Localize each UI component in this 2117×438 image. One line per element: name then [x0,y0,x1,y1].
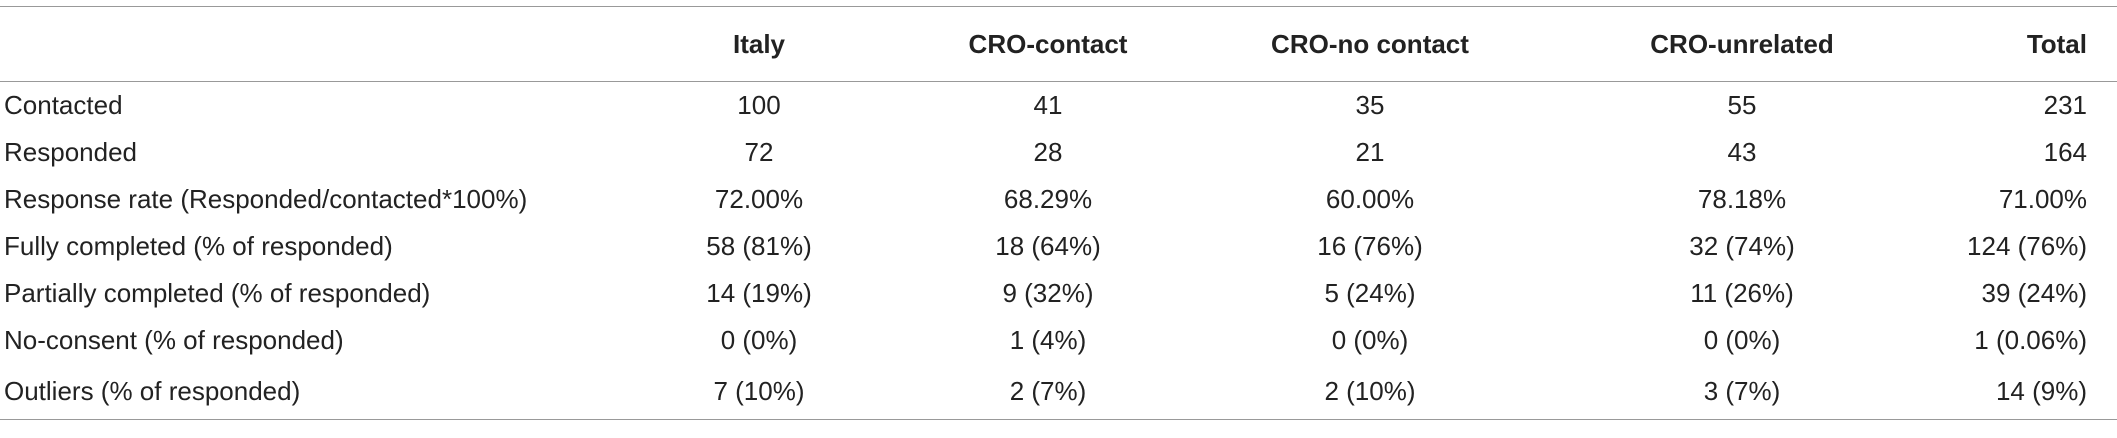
table-cell: 28 [1033,136,1063,167]
table-cell: 164 [2043,136,2087,167]
corner-cell [0,7,640,82]
table-row: Contacted 100 41 35 55 231 [0,82,2117,129]
table-cell: 1 (4%) [1009,324,1087,355]
table-cell: 21 [1355,136,1385,167]
table-cell: 231 [2043,89,2087,120]
table-body: Contacted 100 41 35 55 231 Responded 72 28 21 43 16… [0,82,2117,420]
table-cell: 1 (0.06%) [1974,324,2087,355]
table-cell: 39 (24%) [1981,277,2088,308]
column-header: Total [2026,28,2087,59]
column-header: CRO-no contact [1271,28,1469,59]
row-label: Responded [4,136,137,167]
table-row: Fully completed (% of responded) 58 (81%)… [0,223,2117,270]
table-cell: 0 (0%) [1331,324,1409,355]
row-label: Response rate (Responded/contacted*100%) [4,183,528,214]
table-cell: 68.29% [1003,183,1093,214]
table-cell: 72.00% [714,183,804,214]
table-cell: 43 [1727,136,1757,167]
table-cell: 2 (7%) [1009,375,1087,406]
row-label: Contacted [4,89,123,120]
table-cell: 41 [1033,89,1063,120]
table-cell: 0 (0%) [720,324,798,355]
table-row: Response rate (Responded/contacted*100%)… [0,176,2117,223]
table-cell: 7 (10%) [713,375,805,406]
table-cell: 18 (64%) [995,230,1101,261]
table-header: Italy CRO-contact CRO-no contact CRO-unrela… [0,6,2117,82]
table-cell: 9 (32%) [1002,277,1094,308]
column-header: CRO-unrelated [1650,28,1834,59]
table-cell: 71.00% [1998,183,2087,214]
header-row: Italy CRO-contact CRO-no contact CRO-unrela… [0,6,2117,82]
column-header: Italy [732,28,786,59]
table-cell: 58 (81%) [706,230,812,261]
table-cell: 32 (74%) [1689,230,1795,261]
table-cell: 16 (76%) [1317,230,1423,261]
table-cell: 72 [744,136,774,167]
table-row: Responded 72 28 21 43 164 [0,129,2117,176]
table-cell: 35 [1355,89,1385,120]
row-label: No-consent (% of responded) [4,324,344,355]
row-label: Outliers (% of responded) [4,375,301,406]
table-cell: 100 [737,89,781,120]
row-label: Fully completed (% of responded) [4,230,393,261]
data-table: Italy CRO-contact CRO-no contact CRO-unrela… [0,6,2117,420]
table-cell: 55 [1727,89,1757,120]
column-header: CRO-contact [968,28,1128,59]
table-row: No-consent (% of responded) 0 (0%) 1 (4%) 0… [0,317,2117,364]
table-cell: 5 (24%) [1324,277,1416,308]
table-cell: 124 (76%) [1967,230,2087,261]
table-cell: 60.00% [1325,183,1415,214]
table-row: Partially completed (% of responded) 14 (… [0,270,2117,317]
table-cell: 0 (0%) [1703,324,1781,355]
table-cell: 11 (26%) [1690,277,1794,308]
table-cell: 14 (19%) [706,277,812,308]
table-cell: 14 (9%) [1995,375,2087,406]
table-row: Outliers (% of responded) 7 (10%) 2 (7%) 2 … [0,364,2117,420]
row-label: Partially completed (% of responded) [4,277,431,308]
table-cell: 78.18% [1697,183,1787,214]
table-cell: 3 (7%) [1703,375,1781,406]
table-cell: 2 (10%) [1324,375,1416,406]
